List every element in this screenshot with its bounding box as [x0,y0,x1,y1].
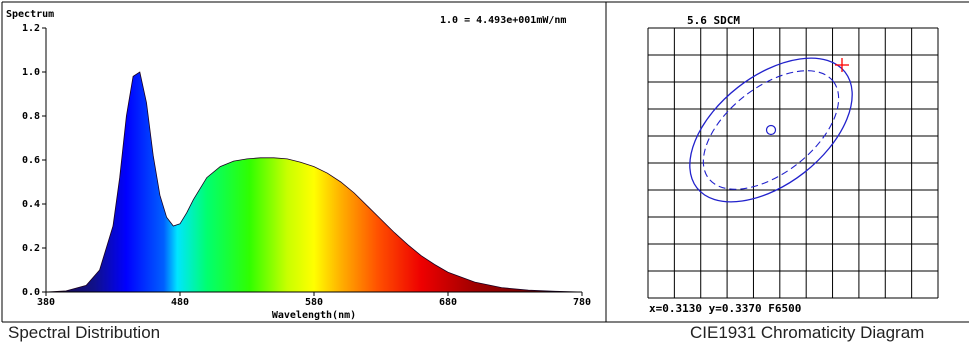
x-tick-label: 780 [573,297,591,308]
spectral-distribution-caption: Spectral Distribution [8,323,161,342]
y-tick-label: 0.4 [22,199,40,210]
y-tick-label: 0.2 [22,243,40,254]
y-tick-label: 1.2 [22,23,40,34]
sdcm-label: 5.6 SDCM [687,14,740,27]
spectrum-ticks: 0.0 0.2 0.4 0.6 0.8 1.0 1.2 380 480 580 680 780 [22,23,591,308]
spectrum-line [45,71,583,293]
sdcm-ellipse-outer [689,57,853,203]
measured-point-marker [835,58,849,72]
spectrum-chart: Spectrum 1.0 = 4.493e+001mW/nm 0.0 0.2 0.4… [6,9,591,321]
x-tick-label: 680 [439,297,457,308]
y-tick-label: 0.8 [22,111,40,122]
cie-diagram-caption: CIE1931 Chromaticity Diagram [690,323,925,342]
cie-grid [647,27,939,299]
y-tick-label: 1.0 [22,67,40,78]
spectrum-title: Spectrum [6,9,54,20]
cie-chart: 5.6 SDCM x=0.3130 y=0.3370 F6500 [647,14,939,315]
spectrum-xlabel: Wavelength(nm) [272,310,356,321]
chromaticity-coords: x=0.3130 y=0.3370 F6500 [649,302,801,315]
x-tick-label: 380 [37,297,55,308]
x-tick-label: 480 [171,297,189,308]
sdcm-ellipse-inner [702,70,840,190]
spectrum-scale-note: 1.0 = 4.493e+001mW/nm [440,15,566,26]
y-tick-label: 0.6 [22,155,40,166]
y-tick-label: 0.0 [22,287,40,298]
target-point-marker [765,124,777,136]
x-tick-label: 580 [305,297,323,308]
spectrum-area [46,72,582,292]
